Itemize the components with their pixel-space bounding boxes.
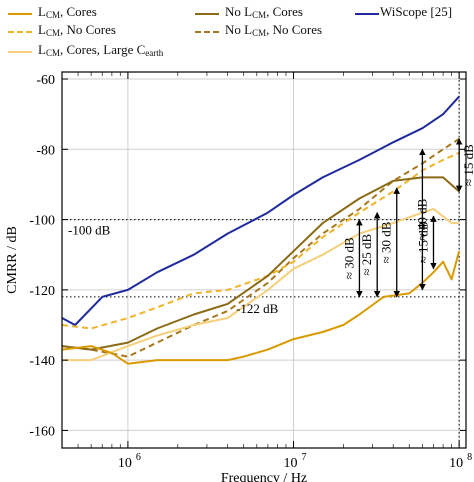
x-axis-label: Frequency / Hz — [221, 471, 307, 482]
annotation-label: -100 dB — [68, 223, 111, 238]
legend-swatch — [8, 13, 32, 15]
legend-label: LCM, Cores — [38, 4, 97, 20]
series-line — [62, 208, 460, 362]
legend-swatch — [355, 13, 379, 15]
annotation-label: ≈ 25 dB — [359, 234, 374, 276]
tick-label-x: 10 — [118, 456, 132, 471]
legend-label: WiScope [25] — [380, 4, 453, 19]
annotation-label: ≈ 15 dB — [415, 221, 430, 263]
annotation-label: ≈ 15 dB — [461, 144, 474, 186]
plot-frame — [61, 71, 467, 449]
series-line — [61, 95, 460, 326]
legend-swatch — [195, 31, 219, 33]
tick-label-x: 10 — [284, 456, 298, 471]
series-line — [61, 250, 461, 365]
legend-label: No LCM, Cores — [225, 4, 303, 20]
cmrr-chart: -100 dB-122 dB≈ 40 dB≈ 15 dB≈ 30 dB≈ 25 … — [5, 71, 474, 482]
legend-swatch — [195, 13, 219, 15]
tick-label-x-exponent: 7 — [302, 452, 307, 463]
tick-label-y: -80 — [36, 143, 55, 158]
tick-label-x: 10 — [449, 456, 463, 471]
series-line — [61, 151, 460, 330]
series-line — [61, 137, 460, 358]
tick-label-y: -160 — [29, 424, 55, 439]
chart-legend: LCM, Cores LCM, No Cores LCM, Cores, Large… — [0, 0, 474, 66]
legend-label: No LCM, No Cores — [225, 22, 323, 38]
annotation-label: -122 dB — [236, 301, 279, 316]
series-line — [61, 176, 460, 351]
legend-label: LCM, Cores, Large Cearth — [38, 42, 164, 58]
annotation-label: ≈ 30 dB — [379, 221, 394, 263]
tick-label-x-exponent: 8 — [467, 452, 472, 463]
annotation-label: ≈ 30 dB — [341, 237, 356, 279]
tick-label-x-exponent: 6 — [136, 452, 141, 463]
legend-swatch — [8, 31, 32, 33]
y-axis-label: CMRR / dB — [5, 226, 20, 294]
tick-label-y: -120 — [29, 284, 55, 299]
tick-label-y: -60 — [36, 73, 55, 88]
annotation-label: ≈ 40 dB — [414, 198, 429, 240]
legend-label: LCM, No Cores — [38, 22, 116, 38]
legend-swatch — [8, 51, 32, 53]
tick-label-y: -100 — [29, 214, 55, 229]
tick-label-y: -140 — [29, 354, 55, 369]
